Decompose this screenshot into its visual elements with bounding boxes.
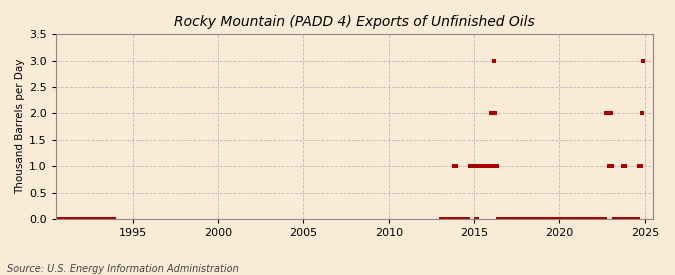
Y-axis label: Thousand Barrels per Day: Thousand Barrels per Day [15,59,25,194]
Title: Rocky Mountain (PADD 4) Exports of Unfinished Oils: Rocky Mountain (PADD 4) Exports of Unfin… [174,15,535,29]
Text: Source: U.S. Energy Information Administration: Source: U.S. Energy Information Administ… [7,264,238,274]
